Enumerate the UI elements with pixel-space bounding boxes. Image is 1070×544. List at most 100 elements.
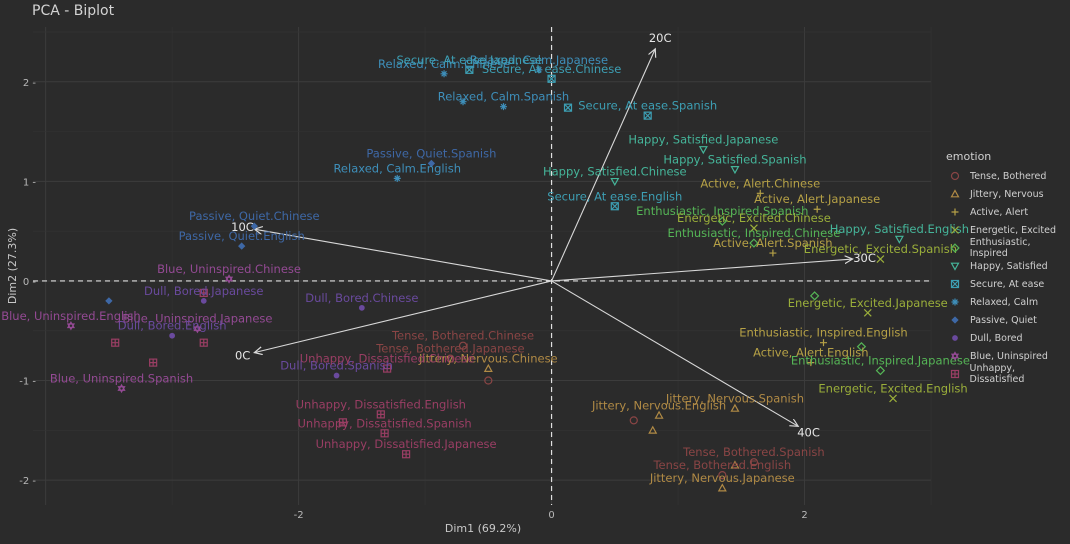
point-label: Happy, Satisfied.Japanese <box>628 132 778 146</box>
data-point <box>333 372 340 379</box>
legend-item: Tense, Bothered <box>946 167 1070 185</box>
data-point <box>749 238 759 248</box>
data-point <box>117 383 126 394</box>
point-label: Energetic, Excited.English <box>818 381 967 395</box>
legend-label: Jittery, Nervous <box>970 188 1044 200</box>
legend-symbol <box>951 208 959 216</box>
point-label: Passive, Quiet.Spanish <box>366 146 496 160</box>
data-point <box>465 65 474 74</box>
vector-arrow <box>551 280 799 426</box>
point-label: Relaxed, Calm.Spanish <box>438 90 569 104</box>
data-point <box>224 274 234 284</box>
point-label: Tense, Bothered.Japanese <box>375 342 524 356</box>
data-point <box>338 418 347 427</box>
data-point <box>458 341 468 350</box>
data-point <box>547 74 556 83</box>
legend-label: Passive, Quiet <box>970 314 1037 326</box>
point-label: Blue, Uninspired.Spanish <box>50 371 193 385</box>
point-label: Happy, Satisfied.English <box>830 222 969 236</box>
point-label: Unhappy, Dissatisfied.Japanese <box>316 437 497 451</box>
legend-symbol <box>951 298 959 306</box>
point-label: Secure, At ease.Spanish <box>578 99 717 113</box>
data-point <box>446 354 455 363</box>
y-tick-label: -1 - <box>19 377 36 388</box>
legend-symbol <box>950 189 960 198</box>
point-label: Blue, Uninspired.Japanese <box>122 312 272 326</box>
data-point <box>199 338 208 347</box>
vector-label: 30C <box>853 251 876 265</box>
legend-label: Dull, Bored <box>970 332 1023 344</box>
legend-key <box>952 335 958 341</box>
legend-item: Active, Alert <box>946 203 1070 221</box>
data-point <box>875 365 886 376</box>
legend-key <box>950 279 960 289</box>
legend-label: Relaxed, Calm <box>970 296 1039 308</box>
vector-arrow <box>551 49 656 282</box>
point-label: Enthusiastic, Inspired.English <box>739 326 907 340</box>
data-point <box>856 341 867 352</box>
data-point <box>440 70 448 78</box>
legend-symbol <box>951 226 959 234</box>
legend-item: Happy, Satisfied <box>946 257 1070 275</box>
legend-item: Dull, Bored <box>946 329 1070 347</box>
point-label: Happy, Satisfied.Chinese <box>543 164 687 178</box>
data-point <box>376 410 385 419</box>
data-point <box>819 339 827 347</box>
point-label: Active, Alert.Spanish <box>713 236 832 250</box>
data-point <box>500 103 508 111</box>
legend-label: Blue, Uninspired <box>970 350 1048 362</box>
legend-key <box>950 369 960 379</box>
data-point <box>894 235 904 244</box>
point-label: Blue, Uninspired.English <box>1 309 140 323</box>
plot-panel <box>33 27 931 505</box>
legend-title: emotion <box>946 150 992 163</box>
data-point <box>169 332 176 339</box>
data-point <box>459 98 467 106</box>
legend-items: Tense, Bothered Jittery, Nervous Active, A… <box>946 167 1070 385</box>
point-label: Relaxed, Calm.Chinese <box>378 57 510 71</box>
legend-key <box>951 226 959 234</box>
data-point <box>730 460 740 469</box>
data-point <box>483 363 493 372</box>
legend-item: Passive, Quiet <box>946 311 1070 329</box>
point-label: Blue, Uninspired.Chinese <box>157 262 301 276</box>
variable-vectors: 20C 10C 30C 0C 40C <box>231 31 876 439</box>
data-point <box>717 216 728 226</box>
data-point <box>402 450 411 459</box>
legend-item: Relaxed, Calm <box>946 293 1070 311</box>
data-point <box>809 291 820 301</box>
point-label: Energetic, Excited.Japanese <box>788 296 948 310</box>
y-tick-label: 1 - <box>23 177 37 188</box>
data-point <box>66 321 76 331</box>
legend-item: Secure, At ease <box>946 275 1070 293</box>
legend-key <box>950 189 960 198</box>
legend-item: Blue, Uninspired <box>946 347 1070 365</box>
legend-symbol <box>952 335 958 341</box>
data-point <box>105 297 113 305</box>
data-point <box>876 255 885 263</box>
y-tick-label: -2 - <box>19 476 36 487</box>
vector-label: 0C <box>235 348 250 362</box>
point-label: Tense, Bothered.Spanish <box>682 445 825 459</box>
data-point <box>380 429 389 438</box>
data-point <box>749 458 759 467</box>
legend-symbol <box>950 279 960 289</box>
legend-key <box>951 298 959 306</box>
y-tick-label: 2 - <box>23 78 37 89</box>
legend-label: Tense, Bothered <box>970 170 1047 182</box>
point-label: Active, Alert.Japanese <box>754 192 880 206</box>
data-point <box>718 471 727 480</box>
point-label: Passive, Quiet.English <box>179 229 305 243</box>
data-point <box>383 364 392 373</box>
vector-arrow <box>254 229 552 282</box>
data-point <box>238 242 246 250</box>
point-label: Tense, Bothered.English <box>652 458 791 472</box>
legend-label: Happy, Satisfied <box>970 260 1048 272</box>
gridlines <box>33 27 932 505</box>
legend-item: Unhappy, Dissatisfied <box>946 363 1070 385</box>
data-point <box>769 249 777 257</box>
legend-key <box>951 316 959 324</box>
data-point <box>111 338 120 347</box>
